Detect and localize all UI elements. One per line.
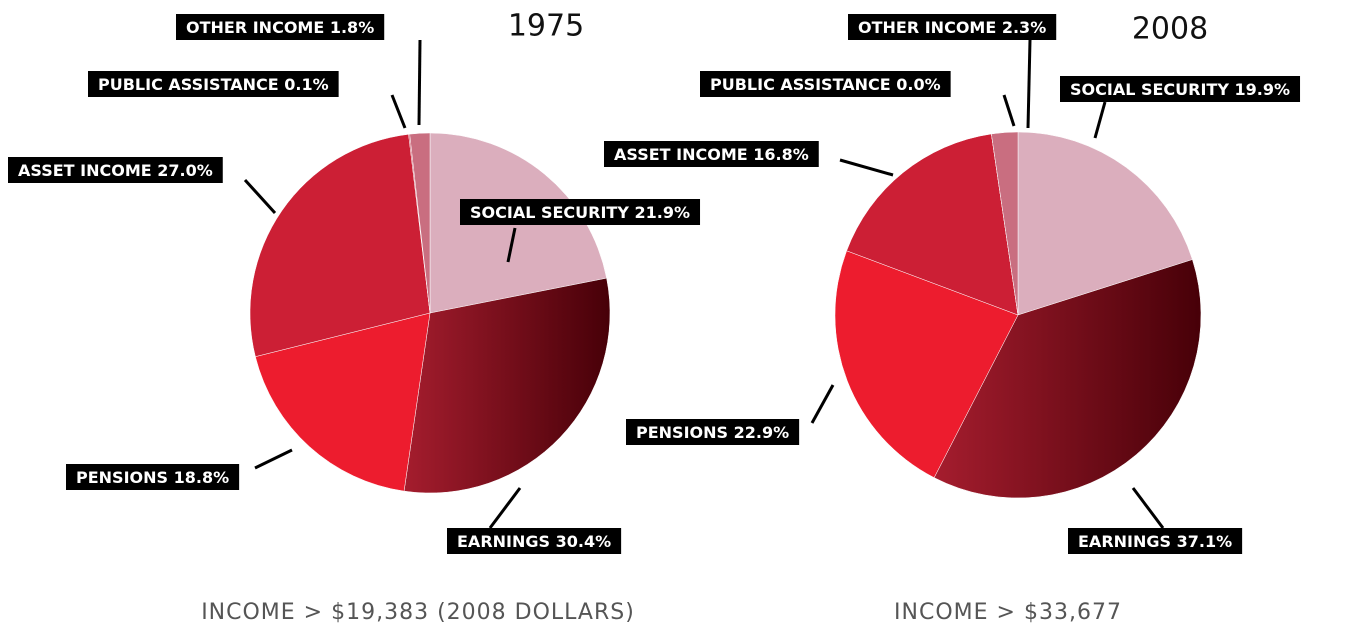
label-box	[700, 71, 951, 97]
value-label: 0.0%	[896, 75, 940, 94]
label-text: ASSET INCOME 27.0%	[18, 161, 213, 180]
value-label: 18.8%	[174, 468, 230, 487]
leader-line	[254, 448, 293, 470]
value-label: 1.8%	[330, 18, 374, 37]
value-label: 27.0%	[157, 161, 213, 180]
category-name: PENSIONS	[76, 468, 168, 487]
leader-line	[1026, 39, 1032, 129]
category-name: PENSIONS	[636, 423, 728, 442]
leader-line	[1131, 487, 1165, 529]
label-box	[626, 419, 800, 445]
chart-title: 1975	[508, 9, 584, 44]
value-label: 0.1%	[284, 75, 328, 94]
label-text: PUBLIC ASSISTANCE 0.0%	[710, 75, 941, 94]
data-label: EARNINGS 37.1%	[1068, 528, 1243, 554]
label-box	[460, 199, 701, 225]
label-box	[1068, 528, 1243, 554]
data-label: ASSET INCOME 27.0%	[8, 157, 223, 183]
leader-line	[488, 487, 522, 529]
data-label: OTHER INCOME 1.8%	[176, 14, 385, 40]
label-box	[848, 14, 1057, 40]
category-name: SOCIAL SECURITY	[470, 203, 629, 222]
category-name: EARNINGS	[457, 532, 550, 551]
label-text: OTHER INCOME 1.8%	[186, 18, 374, 37]
pie-slice	[409, 132, 431, 314]
label-text: OTHER INCOME 2.3%	[858, 18, 1046, 37]
label-text: SOCIAL SECURITY 19.9%	[1070, 80, 1290, 99]
pie-slice	[255, 312, 431, 492]
value-label: 19.9%	[1235, 80, 1291, 99]
value-label: 16.8%	[753, 145, 809, 164]
label-text: EARNINGS 30.4%	[457, 532, 611, 551]
pie-slice	[933, 259, 1202, 499]
leader-line	[1002, 94, 1016, 127]
leader-line	[390, 94, 407, 129]
category-name: ASSET INCOME	[614, 145, 748, 164]
data-label: PENSIONS 22.9%	[626, 419, 800, 445]
data-label: PUBLIC ASSISTANCE 0.1%	[88, 71, 339, 97]
label-text: PUBLIC ASSISTANCE 0.1%	[98, 75, 329, 94]
leader-line	[810, 384, 835, 424]
pie-slice	[834, 250, 1019, 478]
category-name: EARNINGS	[1078, 532, 1171, 551]
category-name: PUBLIC ASSISTANCE	[710, 75, 891, 94]
pie-slice	[846, 133, 1019, 316]
data-label: ASSET INCOME 16.8%	[604, 141, 819, 167]
data-label: PUBLIC ASSISTANCE 0.0%	[700, 71, 951, 97]
category-name: SOCIAL SECURITY	[1070, 80, 1229, 99]
value-label: 2.3%	[1002, 18, 1046, 37]
label-box	[447, 528, 622, 554]
label-text: PENSIONS 18.8%	[76, 468, 229, 487]
value-label: 21.9%	[635, 203, 691, 222]
data-label: SOCIAL SECURITY 21.9%	[460, 199, 701, 225]
label-text: EARNINGS 37.1%	[1078, 532, 1232, 551]
pie-slice	[403, 277, 611, 494]
value-label: 22.9%	[734, 423, 790, 442]
label-box	[604, 141, 819, 167]
leader-line	[243, 178, 277, 215]
label-box	[176, 14, 385, 40]
label-text: SOCIAL SECURITY 21.9%	[470, 203, 690, 222]
chart-title: 2008	[1132, 12, 1208, 47]
label-box	[66, 464, 240, 490]
pie-slice	[1017, 131, 1193, 316]
category-name: OTHER INCOME	[858, 18, 996, 37]
data-label: OTHER INCOME 2.3%	[848, 14, 1057, 40]
leader-line	[1093, 101, 1107, 139]
label-text: PENSIONS 22.9%	[636, 423, 789, 442]
pie-slice	[249, 134, 431, 357]
leader-line	[506, 227, 517, 263]
value-label: 37.1%	[1177, 532, 1233, 551]
pie-slice	[991, 131, 1019, 316]
label-box	[1060, 76, 1301, 102]
data-label: PENSIONS 18.8%	[66, 464, 240, 490]
category-name: OTHER INCOME	[186, 18, 324, 37]
value-label: 30.4%	[556, 532, 612, 551]
label-text: ASSET INCOME 16.8%	[614, 145, 809, 164]
data-label: SOCIAL SECURITY 19.9%	[1060, 76, 1301, 102]
category-name: ASSET INCOME	[18, 161, 152, 180]
category-name: PUBLIC ASSISTANCE	[98, 75, 279, 94]
label-box	[88, 71, 339, 97]
data-label: EARNINGS 30.4%	[447, 528, 622, 554]
label-box	[8, 157, 223, 183]
leader-line	[417, 39, 422, 126]
caption: INCOME > $33,677	[894, 600, 1122, 625]
caption: INCOME > $19,383 (2008 DOLLARS)	[201, 600, 635, 625]
leader-line	[839, 158, 894, 177]
